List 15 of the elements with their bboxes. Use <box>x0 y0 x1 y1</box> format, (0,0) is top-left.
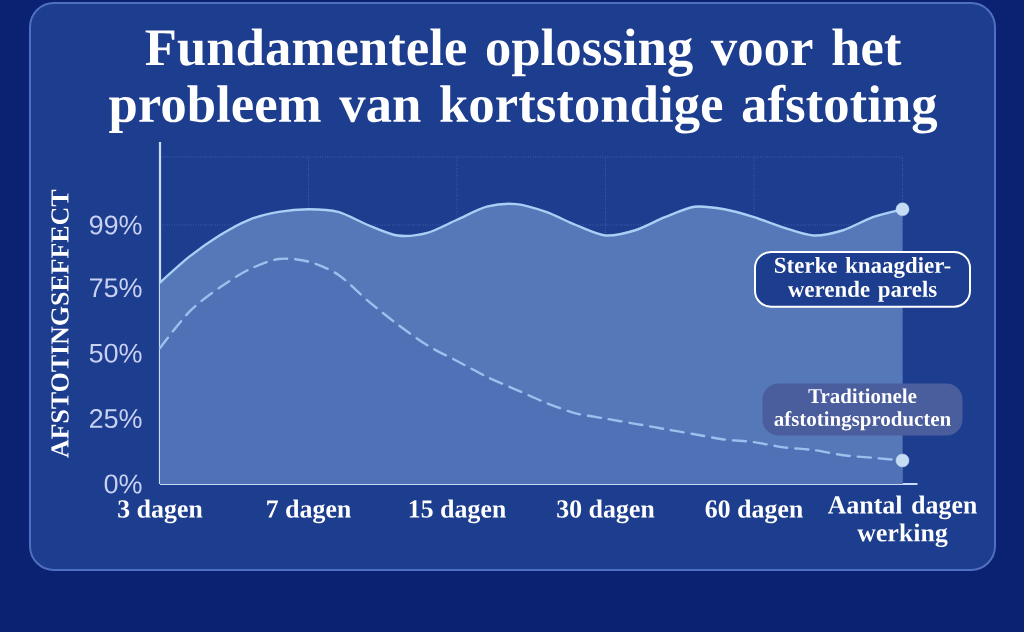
x-tick-label: 15 dagen <box>409 499 506 524</box>
y-tick-label: 75% <box>90 278 142 298</box>
y-axis-title: AFSTOTINGSEFFECT <box>51 189 69 458</box>
x-tick-label: 60 dagen <box>705 499 803 524</box>
y-tick-label: 0% <box>104 474 142 494</box>
series-label: Sterke knaagdier-werende parels <box>775 256 951 302</box>
x-tick-label: 30 dagen <box>557 499 655 524</box>
y-tick-label: 25% <box>90 409 142 429</box>
chart-title: Fundamentele oplossing voor het probleem van kortstondige afstoting <box>109 28 938 134</box>
x-tick-label: 3 dagen <box>118 499 203 524</box>
x-axis-title: Aantal dagen werking <box>827 495 977 548</box>
x-tick-label: 7 dagen <box>267 499 351 524</box>
y-tick-label: 99% <box>89 215 142 235</box>
y-tick-label: 50% <box>89 343 142 363</box>
series-label: Traditionele afstotingsproducten <box>774 388 951 431</box>
